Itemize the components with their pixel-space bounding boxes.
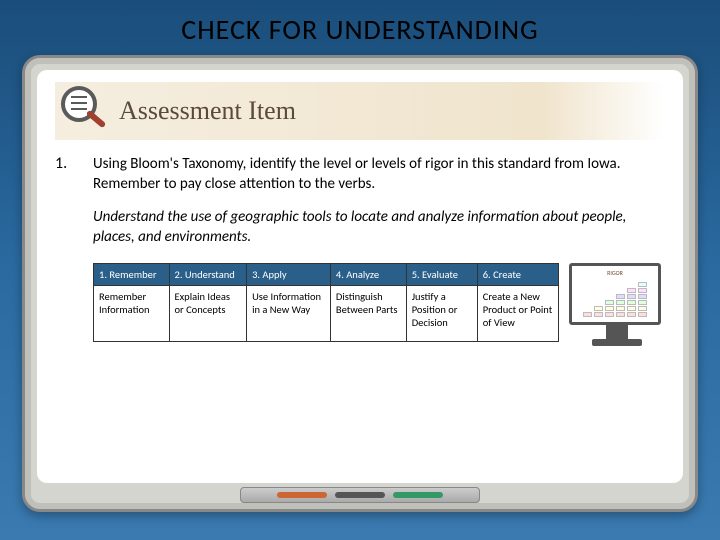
marker-tray — [240, 487, 480, 503]
col-apply: 3. Apply — [247, 264, 331, 286]
marker-icon — [277, 492, 327, 498]
banner-label: Assessment Item — [113, 96, 296, 126]
question-number: 1. — [55, 154, 79, 195]
eraser-icon — [335, 492, 385, 498]
col-analyze: 4. Analyze — [330, 264, 406, 286]
bottom-row: 1. Remember 2. Understand 3. Apply 4. An… — [93, 263, 665, 346]
screen-title: RIGOR — [572, 266, 658, 277]
question-prompt: Using Bloom's Taxonomy, identify the lev… — [93, 154, 665, 195]
whiteboard-frame: Assessment Item 1. Using Bloom's Taxonom… — [22, 55, 698, 512]
col-understand: 2. Understand — [169, 264, 247, 286]
col-create: 6. Create — [477, 264, 558, 286]
cell-evaluate: Justify a Position or Decision — [406, 286, 477, 342]
slide-title: CHECK FOR UNDERSTANDING — [0, 0, 720, 55]
bloom-taxonomy-table: 1. Remember 2. Understand 3. Apply 4. An… — [93, 263, 559, 342]
marker-icon — [393, 492, 443, 498]
cell-create: Create a New Product or Point of View — [477, 286, 558, 342]
magnifier-icon — [55, 82, 113, 140]
cell-understand: Explain Ideas or Concepts — [169, 286, 247, 342]
col-remember: 1. Remember — [94, 264, 170, 286]
assessment-banner: Assessment Item — [55, 82, 665, 140]
standard-text: Understand the use of geographic tools t… — [93, 207, 665, 248]
table-header-row: 1. Remember 2. Understand 3. Apply 4. An… — [94, 264, 559, 286]
col-evaluate: 5. Evaluate — [406, 264, 477, 286]
cell-remember: Remember Information — [94, 286, 170, 342]
table-row: Remember Information Explain Ideas or Co… — [94, 286, 559, 342]
whiteboard-surface: Assessment Item 1. Using Bloom's Taxonom… — [37, 70, 683, 483]
monitor-graphic: RIGOR — [569, 263, 665, 346]
monitor-screen: RIGOR — [569, 263, 661, 325]
cell-analyze: Distinguish Between Parts — [330, 286, 406, 342]
question-row: 1. Using Bloom's Taxonomy, identify the … — [55, 154, 665, 195]
cell-apply: Use Information in a New Way — [247, 286, 331, 342]
